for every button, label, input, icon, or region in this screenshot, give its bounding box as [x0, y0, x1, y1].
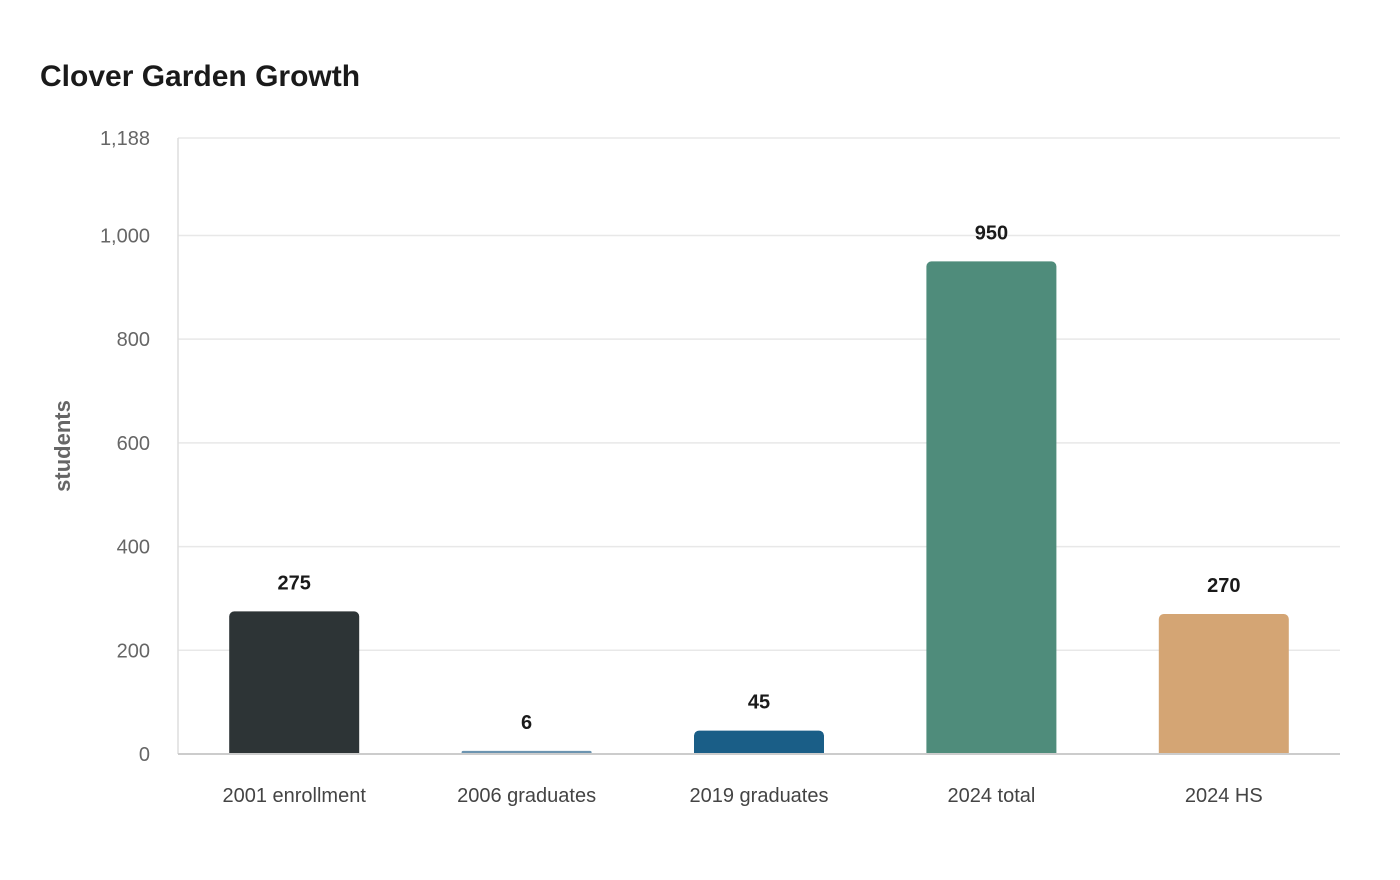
- y-tick-label: 800: [117, 329, 150, 351]
- y-tick-label: 600: [117, 433, 150, 455]
- bar: [1158, 614, 1289, 759]
- y-tick-label: 400: [117, 537, 150, 559]
- bar-value-label: 950: [975, 222, 1008, 244]
- bar-value-label: 270: [1207, 575, 1240, 597]
- chart-title: Clover Garden Growth: [40, 60, 361, 93]
- bar-value-label: 6: [521, 712, 532, 734]
- y-tick-label: 1,188: [100, 128, 150, 150]
- baseline-mask: [176, 755, 1342, 763]
- bar-value-label: 275: [278, 572, 311, 594]
- gridlines: [178, 137, 1340, 652]
- y-tick-label: 200: [117, 640, 150, 662]
- x-tick-label: 2019 graduates: [689, 785, 828, 807]
- y-axis-title: students: [50, 400, 75, 492]
- bar: [229, 611, 360, 759]
- y-tick-label: 1,000: [100, 225, 150, 247]
- bar: [694, 730, 824, 759]
- x-tick-label: 2024 total: [947, 785, 1035, 807]
- x-tick-label: 2001 enrollment: [222, 785, 366, 807]
- y-tick-label: 0: [139, 744, 150, 766]
- x-tick-label: 2006 graduates: [457, 785, 596, 807]
- labels: 0 200 400 600 800 1,000 1,188 275 2001 enrollmen…: [100, 128, 1263, 807]
- bar-value-label: 45: [748, 692, 770, 714]
- bar: [926, 261, 1057, 759]
- x-tick-label: 2024 HS: [1185, 785, 1263, 807]
- bars: [176, 261, 1342, 763]
